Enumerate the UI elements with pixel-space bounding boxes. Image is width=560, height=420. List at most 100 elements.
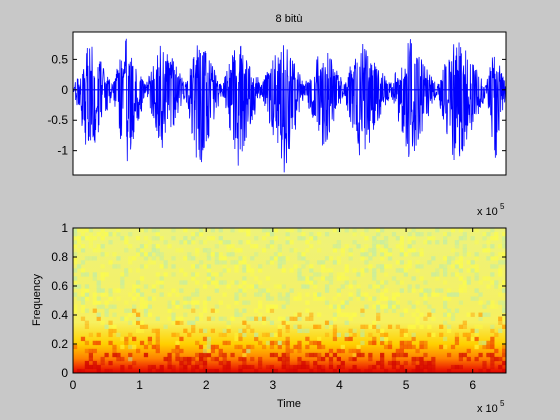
spectrogram-cell — [415, 268, 420, 273]
spectrogram-cell — [155, 228, 160, 233]
spectrogram-cell — [474, 252, 479, 257]
spectrogram-cell — [108, 296, 113, 301]
spectrogram-cell — [198, 232, 204, 237]
spectrogram-cell — [210, 316, 216, 321]
spectrogram-cell — [191, 300, 196, 305]
spectrogram-cell — [356, 288, 361, 293]
spectrogram-cell — [80, 288, 86, 293]
spectrogram-cell — [171, 368, 176, 373]
spectrogram-cell — [490, 356, 495, 362]
spectrogram-cell — [214, 252, 219, 257]
spectrogram-xlabel: Time — [277, 398, 301, 410]
spectrogram-cell — [108, 240, 113, 245]
spectrogram-cell — [242, 228, 247, 233]
spectrogram-cell — [427, 360, 432, 366]
spectrogram-cell — [120, 364, 125, 370]
spectrogram-cell — [407, 232, 412, 237]
spectrogram-cell — [399, 344, 404, 350]
spectrogram-cell — [498, 272, 503, 277]
spectrogram-cell — [246, 324, 251, 329]
spectrogram-cell — [155, 344, 160, 350]
spectrogram-cell — [151, 256, 156, 261]
spectrogram-cell — [250, 344, 255, 350]
spectrogram-cell — [222, 264, 227, 269]
spectrogram-cell — [210, 368, 216, 373]
spectrogram-cell — [332, 352, 338, 358]
spectrogram-cell — [305, 360, 310, 366]
spectrogram-cell — [305, 260, 310, 265]
spectrogram-cell — [403, 252, 408, 257]
spectrogram-cell — [285, 360, 290, 366]
spectrogram-cell — [450, 292, 456, 297]
spectrogram-cell — [293, 316, 298, 321]
spectrogram-cell — [458, 324, 463, 329]
spectrogram-cell — [372, 304, 377, 309]
spectrogram-cell — [450, 228, 456, 233]
spectrogram-cell — [100, 264, 105, 269]
spectrogram-cell — [293, 312, 298, 317]
spectrogram-cell — [490, 328, 495, 334]
spectrogram-cell — [128, 292, 133, 297]
spectrogram-cell — [332, 328, 338, 334]
spectrogram-cell — [88, 244, 93, 249]
spectrogram-cell — [281, 352, 286, 358]
spectrogram-cell — [116, 356, 121, 362]
spectrogram-cell — [328, 256, 334, 261]
spectrogram-cell — [159, 252, 164, 257]
spectrogram-cell — [143, 308, 149, 313]
spectrogram-cell — [80, 236, 86, 241]
spectrogram-cell — [73, 256, 78, 261]
spectrogram-cell — [332, 336, 338, 342]
spectrogram-cell — [120, 368, 125, 373]
spectrogram-cell — [313, 272, 318, 277]
spectrogram-cell — [88, 348, 93, 354]
spectrogram-cell — [399, 348, 404, 354]
spectrogram-cell — [474, 256, 479, 261]
spectrogram-cell — [502, 304, 506, 309]
spectrogram-cell — [297, 312, 302, 317]
spectrogram-cell — [222, 328, 227, 334]
spectrogram-cell — [317, 324, 322, 329]
spectrogram-cell — [332, 304, 338, 309]
spectrogram-cell — [328, 276, 334, 281]
spectrogram-cell — [313, 284, 318, 289]
spectrogram-cell — [195, 288, 200, 293]
spectrogram-cell — [399, 352, 404, 358]
spectrogram-cell — [446, 260, 452, 265]
spectrogram-cell — [360, 252, 365, 257]
spectrogram-cell — [238, 312, 243, 317]
spectrogram-cell — [324, 352, 330, 358]
spectrogram-cell — [250, 268, 255, 273]
spectrogram-cell — [478, 280, 483, 285]
spectrogram-cell — [277, 356, 282, 362]
spectrogram-cell — [143, 264, 149, 269]
spectrogram-cell — [242, 280, 247, 285]
spectrogram-cell — [474, 276, 479, 281]
spectrogram-cell — [380, 340, 385, 346]
spectrogram-cell — [132, 344, 137, 350]
spectrogram-cell — [391, 356, 397, 362]
spectrogram-cell — [368, 368, 373, 373]
spectrogram-cell — [100, 288, 105, 293]
spectrogram-cell — [344, 312, 349, 317]
spectrogram-cell — [179, 288, 184, 293]
spectrogram-cell — [458, 288, 463, 293]
spectrogram-cell — [328, 320, 334, 325]
spectrogram-cell — [502, 368, 506, 373]
spectrogram-cell — [198, 312, 204, 317]
spectrogram-cell — [234, 332, 239, 338]
spectrogram-cell — [135, 268, 141, 273]
spectrogram-cell — [383, 332, 389, 338]
spectrogram-cell — [73, 276, 78, 281]
spectrogram-cell — [502, 244, 506, 249]
spectrogram-cell — [380, 364, 385, 370]
spectrogram-cell — [486, 300, 491, 305]
spectrogram-x-tick-label: 5 — [403, 378, 410, 392]
spectrogram-cell — [198, 344, 204, 350]
spectrogram-cell — [462, 324, 467, 329]
spectrogram-cell — [439, 324, 444, 329]
spectrogram-cell — [104, 352, 109, 358]
spectrogram-cell — [482, 304, 487, 309]
spectrogram-y-tick-label: 0 — [61, 366, 68, 380]
spectrogram-cell — [474, 296, 479, 301]
